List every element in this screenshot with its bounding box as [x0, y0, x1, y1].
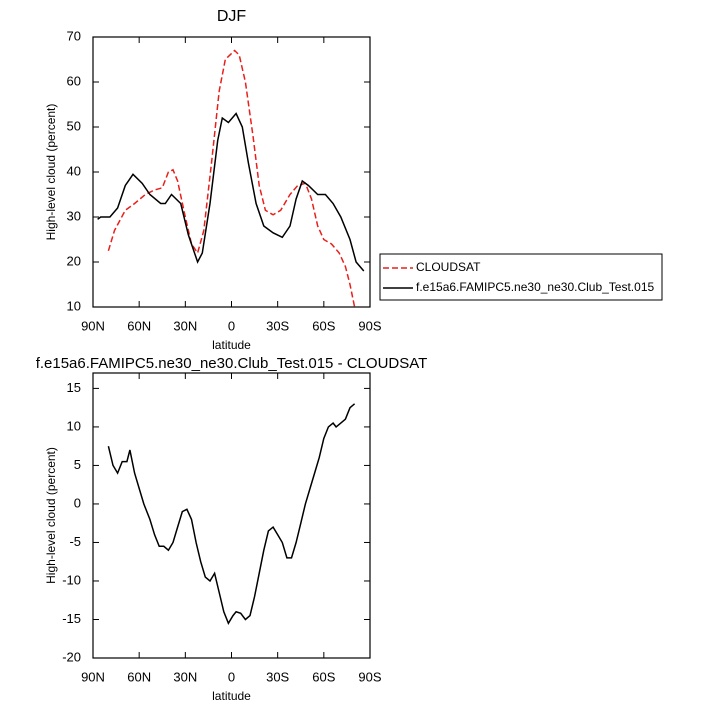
plot-frame [92, 372, 371, 659]
y-tick-label: -15 [62, 611, 81, 626]
x-tick-label: 90S [358, 669, 381, 684]
plot-frame [92, 36, 371, 308]
y-tick-label: 10 [67, 418, 81, 433]
y-tick-label: -10 [62, 572, 81, 587]
y-tick-label: 40 [67, 163, 81, 178]
x-tick-label: 30S [266, 669, 289, 684]
y-tick-label: 5 [74, 457, 81, 472]
x-tick-label: 0 [228, 318, 235, 333]
y-tick-label: 70 [67, 28, 81, 43]
y-tick-label: 0 [74, 495, 81, 510]
x-axis-label: latitude [212, 689, 251, 703]
x-tick-label: 90S [358, 318, 381, 333]
y-tick-label: -20 [62, 649, 81, 664]
x-tick-label: 60N [127, 669, 151, 684]
x-axis-label: latitude [212, 338, 251, 352]
x-tick-label: 30N [173, 318, 197, 333]
y-tick-label: 50 [67, 118, 81, 133]
y-tick-label: 60 [67, 73, 81, 88]
y-tick-label: 10 [67, 298, 81, 313]
x-tick-label: 60S [312, 669, 335, 684]
data-line [107, 49, 356, 308]
y-tick-label: 30 [67, 208, 81, 223]
data-line [107, 403, 356, 625]
legend-label: f.e15a6.FAMIPC5.ne30_ne30.Club_Test.015 [416, 280, 654, 294]
data-line [97, 112, 365, 272]
x-tick-label: 30N [173, 669, 197, 684]
legend-label: CLOUDSAT [416, 260, 481, 274]
x-tick-label: 30S [266, 318, 289, 333]
y-tick-label: 15 [67, 380, 81, 395]
y-tick-label: -5 [69, 534, 81, 549]
y-tick-label: 20 [67, 253, 81, 268]
y-axis-label: High-level cloud (percent) [44, 104, 58, 241]
x-tick-label: 90N [81, 318, 105, 333]
chart-title: f.e15a6.FAMIPC5.ne30_ne30.Club_Test.015 … [36, 355, 428, 372]
x-tick-label: 0 [228, 669, 235, 684]
y-axis-label: High-level cloud (percent) [44, 447, 58, 584]
x-tick-label: 60S [312, 318, 335, 333]
chart-title: DJF [217, 8, 247, 25]
legend-box [379, 253, 663, 301]
x-tick-label: 60N [127, 318, 151, 333]
x-tick-label: 90N [81, 669, 105, 684]
